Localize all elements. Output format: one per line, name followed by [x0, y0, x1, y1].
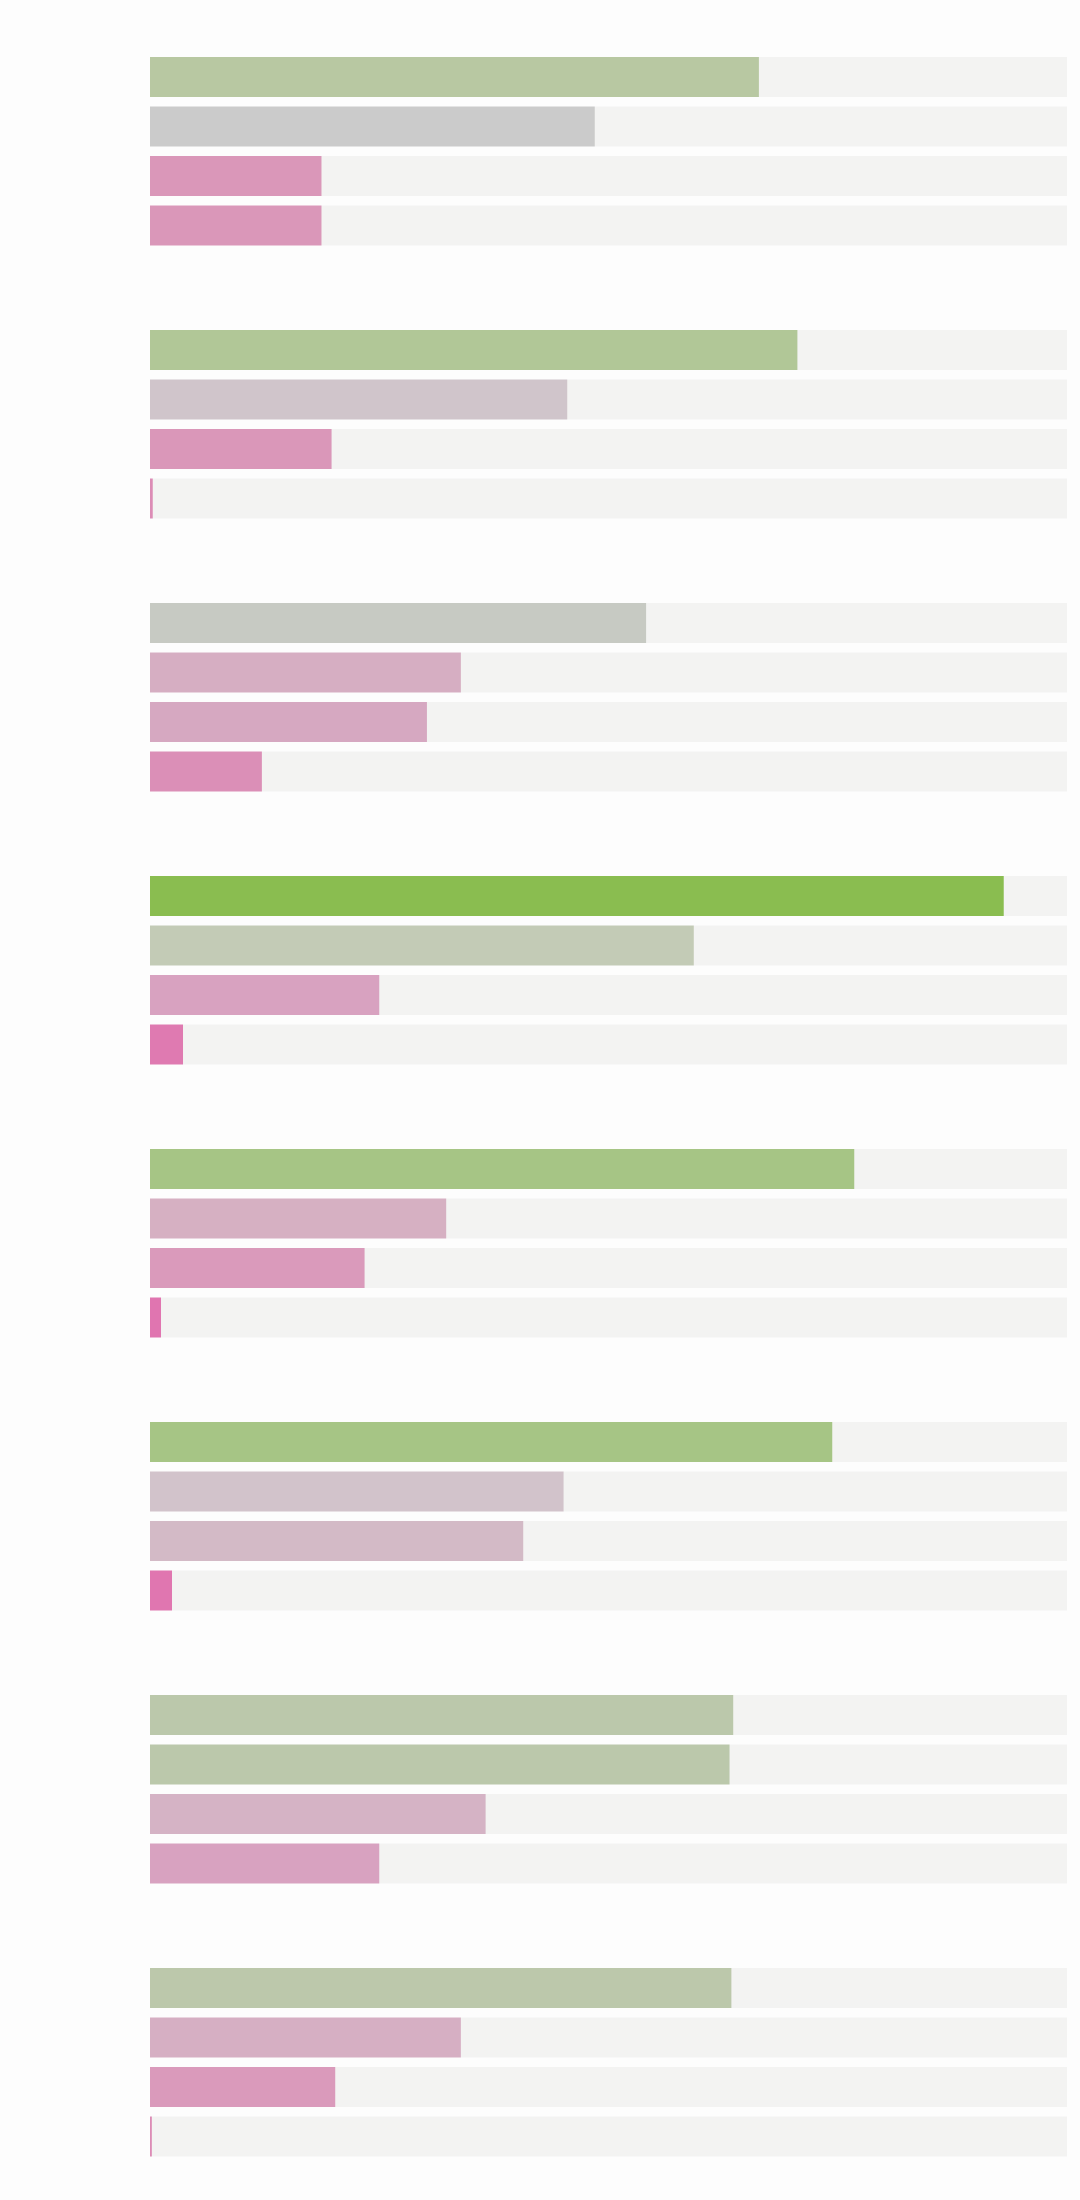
- bar: [150, 1521, 524, 1561]
- bar: [150, 1198, 447, 1239]
- bar: [150, 57, 759, 97]
- bar: [150, 478, 153, 519]
- bar: [150, 975, 380, 1015]
- bar: [150, 751, 262, 792]
- bar: [150, 2116, 152, 2157]
- bar-group-1: [150, 57, 1067, 246]
- bar-group-2: [150, 330, 1067, 519]
- bar: [150, 2017, 461, 2058]
- bar: [150, 205, 322, 246]
- bar-group-6: [150, 1422, 1067, 1611]
- bar-group-8: [150, 1968, 1067, 2157]
- bar: [150, 1024, 184, 1065]
- bar: [150, 1570, 173, 1611]
- bar: [150, 1297, 162, 1338]
- bar: [150, 1794, 486, 1834]
- bar-group-3: [150, 603, 1067, 792]
- bar-group-4: [150, 876, 1067, 1065]
- bar-track: [150, 751, 1067, 792]
- bar: [150, 1744, 730, 1785]
- bar: [150, 1695, 734, 1735]
- bar-group-7: [150, 1695, 1067, 1884]
- bar-track: [150, 1024, 1067, 1065]
- bar: [150, 429, 332, 469]
- bar-track: [150, 478, 1067, 519]
- bar: [150, 2067, 336, 2107]
- bar-group-5: [150, 1149, 1067, 1338]
- bar: [150, 925, 694, 966]
- bar: [150, 603, 647, 643]
- bar: [150, 156, 322, 196]
- bar: [150, 1422, 833, 1462]
- bar: [150, 1471, 564, 1512]
- bar: [150, 330, 798, 370]
- bar: [150, 1968, 732, 2008]
- bar: [150, 702, 427, 742]
- bar: [150, 1248, 365, 1288]
- bar: [150, 652, 461, 693]
- bar: [150, 379, 568, 420]
- bar: [150, 1149, 855, 1189]
- bar: [150, 876, 1004, 916]
- bar: [150, 106, 595, 147]
- bar-track: [150, 1570, 1067, 1611]
- bar-track: [150, 1297, 1067, 1338]
- bar: [150, 1843, 380, 1884]
- bar-track: [150, 2116, 1067, 2157]
